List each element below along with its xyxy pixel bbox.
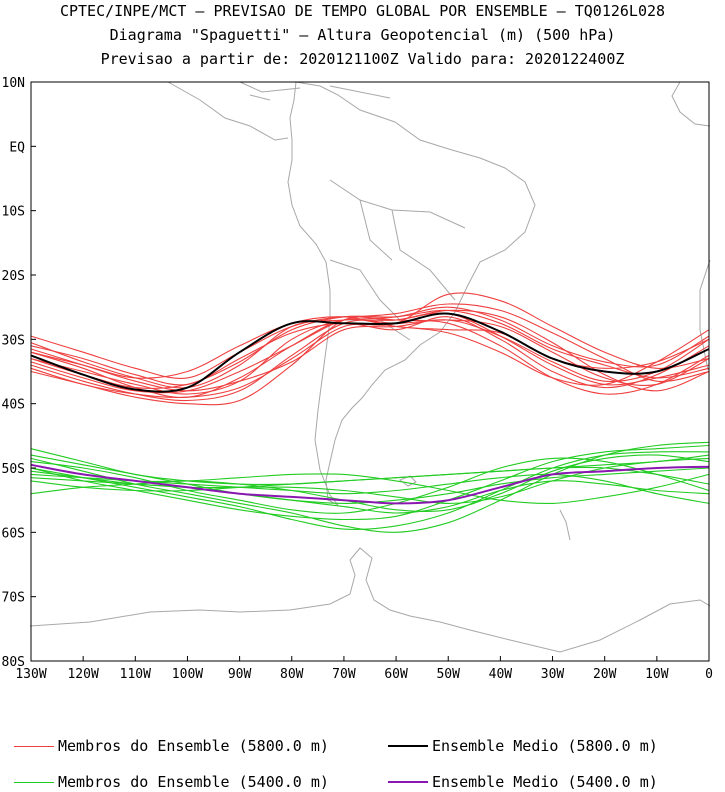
x-tick-label: 20W bbox=[593, 667, 617, 682]
ensemble-member-line-5800-7 bbox=[30, 316, 710, 395]
x-tick-label: 60W bbox=[384, 667, 408, 682]
x-tick-label: 50W bbox=[436, 667, 460, 682]
legend-label-members-5400: Membros do Ensemble (5400.0 m) bbox=[58, 773, 329, 791]
ensemble-member-line-5400-17 bbox=[30, 457, 710, 514]
ensemble-member-line-5800-6 bbox=[30, 303, 710, 394]
ensemble-member-line-5800-9 bbox=[30, 318, 710, 398]
ensemble-member-line-5800-10 bbox=[30, 309, 710, 389]
x-tick-label: 130W bbox=[15, 667, 46, 682]
legend-item-mean-5800: Ensemble Medio (5800.0 m) bbox=[388, 736, 658, 756]
legend-item-members-5800: Membros do Ensemble (5800.0 m) bbox=[14, 736, 329, 756]
chart-title-line-2: Diagrama "Spaguetti" – Altura Geopotenci… bbox=[109, 26, 616, 44]
ensemble-member-line-5400-23 bbox=[30, 457, 710, 504]
chart-title-line-3: Previsao a partir de: 2020121100Z Valido… bbox=[100, 50, 625, 68]
ensemble-member-line-5400-16 bbox=[30, 466, 710, 492]
ensemble-member-line-5400-19 bbox=[30, 454, 710, 512]
legend-label-mean-5800: Ensemble Medio (5800.0 m) bbox=[432, 737, 658, 755]
legend-label-mean-5400: Ensemble Medio (5400.0 m) bbox=[432, 773, 658, 791]
ensemble-member-line-5800-1 bbox=[30, 318, 710, 395]
y-tick-label: 20S bbox=[2, 269, 25, 284]
legend-swatch-members-5400 bbox=[14, 781, 54, 783]
y-tick-label: 10N bbox=[2, 76, 25, 91]
y-tick-label: 80S bbox=[2, 655, 25, 670]
legend-swatch-mean-5800 bbox=[388, 745, 428, 747]
y-tick-label: 70S bbox=[2, 591, 25, 606]
ensemble-member-line-5800-11 bbox=[30, 319, 710, 392]
y-tick-label: EQ bbox=[9, 140, 25, 155]
legend-item-members-5400: Membros do Ensemble (5400.0 m) bbox=[14, 772, 329, 792]
plot-frame bbox=[30, 81, 710, 662]
legend-swatch-members-5800 bbox=[14, 745, 54, 747]
legend-item-mean-5400: Ensemble Medio (5400.0 m) bbox=[388, 772, 658, 792]
x-tick-label: 70W bbox=[332, 667, 356, 682]
ensemble-member-line-5400-13 bbox=[30, 444, 710, 521]
y-tick-label: 30S bbox=[2, 333, 25, 348]
ensemble-member-line-5800-0 bbox=[30, 306, 710, 389]
x-tick-label: 30W bbox=[541, 667, 565, 682]
ensemble-mean-line-5800 bbox=[30, 312, 710, 393]
y-tick-label: 60S bbox=[2, 526, 25, 541]
legend-swatch-mean-5400 bbox=[388, 781, 428, 783]
x-tick-label: 110W bbox=[120, 667, 151, 682]
y-tick-label: 40S bbox=[2, 398, 25, 413]
ensemble-mean-line-5400 bbox=[30, 463, 710, 505]
ensemble-member-line-5800-3 bbox=[30, 316, 710, 379]
ensemble-member-line-5400-14 bbox=[30, 473, 710, 504]
x-tick-label: 10W bbox=[645, 667, 669, 682]
chart-title-line-1: CPTEC/INPE/MCT – PREVISAO DE TEMPO GLOBA… bbox=[59, 2, 666, 20]
x-tick-label: 80W bbox=[280, 667, 304, 682]
spaghetti-chart: 130W 120W 110W 100W 90W 80W 70W 60W 50W 40W 30W 20W… bbox=[2, 76, 713, 682]
x-tick-label: 100W bbox=[172, 667, 203, 682]
x-tick-label: 120W bbox=[67, 667, 98, 682]
x-tick-label: 90W bbox=[228, 667, 252, 682]
y-tick-label: 50S bbox=[2, 462, 25, 477]
ensemble-member-line-5400-22 bbox=[30, 451, 710, 530]
y-tick-label: 10S bbox=[2, 205, 25, 220]
x-tick-label: 0 bbox=[705, 667, 713, 682]
x-tick-label: 40W bbox=[489, 667, 513, 682]
legend-label-members-5800: Membros do Ensemble (5800.0 m) bbox=[58, 737, 329, 755]
